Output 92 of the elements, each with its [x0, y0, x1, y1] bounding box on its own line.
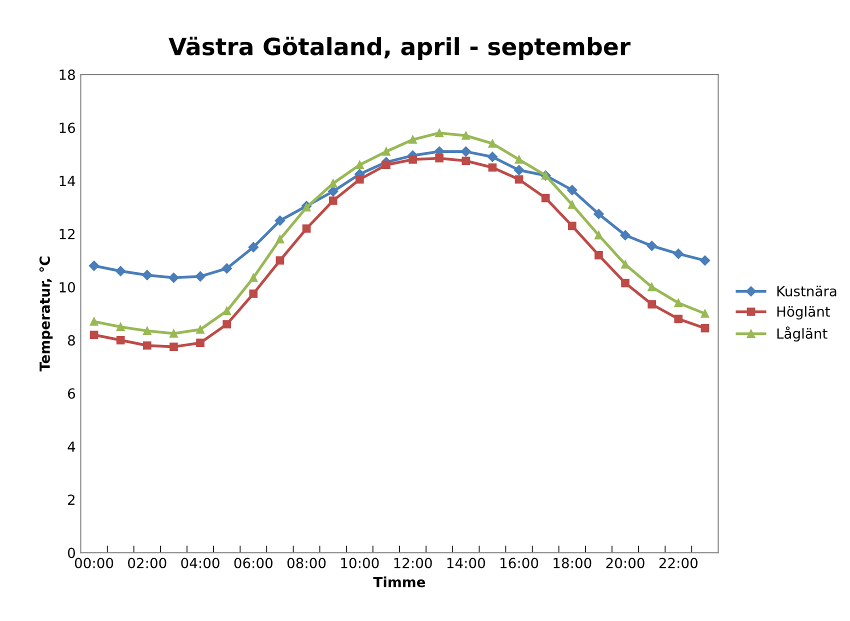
point: [700, 309, 710, 318]
y-tick-label: 0: [68, 548, 75, 558]
point: [276, 235, 284, 244]
point: [382, 160, 390, 170]
x-tick-label: 00:00: [74, 558, 114, 568]
point: [567, 184, 578, 196]
point: [248, 242, 259, 252]
y-axis-title: Temperatur, °C: [39, 256, 53, 372]
point: [648, 300, 656, 308]
point: [488, 139, 497, 148]
point: [568, 222, 576, 230]
point: [674, 298, 683, 308]
y-tick-label: 14: [60, 176, 76, 186]
point: [116, 336, 125, 344]
legend-label: Kustnära: [777, 286, 836, 296]
x-axis-title: Timme: [373, 576, 426, 588]
x-tick-label: 22:00: [659, 558, 698, 568]
point: [700, 255, 710, 266]
point: [594, 231, 603, 240]
y-tick-label: 8: [68, 335, 75, 346]
x-tick-label: 06:00: [234, 558, 272, 568]
point: [462, 131, 470, 140]
point: [488, 163, 497, 172]
point: [249, 290, 258, 298]
point: [196, 338, 204, 347]
point: [195, 271, 206, 282]
y-tick-label: 6: [68, 388, 76, 399]
y-tick-label: 18: [60, 69, 75, 80]
point: [408, 155, 417, 164]
x-tick-label: 04:00: [181, 558, 220, 568]
point: [620, 230, 630, 240]
point: [648, 282, 656, 292]
point: [408, 135, 417, 144]
point: [460, 146, 472, 157]
point: [674, 314, 683, 324]
x-tick-label: 02:00: [128, 558, 166, 568]
point: [222, 306, 232, 316]
x-tick-label: 12:00: [394, 558, 432, 568]
y-tick-label: 4: [68, 442, 76, 452]
x-tick-label: 18:00: [554, 558, 592, 568]
point: [142, 270, 152, 280]
point: [170, 342, 178, 351]
y-tick-label: 2: [68, 494, 74, 505]
point: [382, 147, 390, 156]
y-tick-label: 16: [60, 122, 76, 134]
point: [462, 156, 470, 166]
point: [487, 152, 498, 162]
point: [621, 278, 630, 288]
point: [514, 165, 524, 176]
x-tick-label: 08:00: [287, 558, 326, 568]
point: [276, 256, 284, 265]
chart-title: Västra Götaland, april - september: [168, 36, 630, 60]
point: [435, 154, 444, 162]
point: [196, 325, 204, 334]
point: [541, 194, 550, 202]
x-tick-label: 14:00: [447, 558, 485, 568]
legend-label: Höglänt: [777, 306, 830, 320]
point: [328, 186, 338, 197]
legend-label: Låglänt: [777, 326, 828, 342]
point: [90, 317, 98, 326]
point: [435, 128, 444, 138]
point: [514, 155, 524, 164]
point: [142, 341, 152, 350]
point: [355, 175, 364, 184]
point: [90, 330, 98, 340]
point: [115, 266, 126, 276]
point: [700, 324, 710, 332]
point: [116, 322, 125, 332]
x-tick-label: 16:00: [500, 558, 538, 568]
point: [302, 224, 311, 233]
point: [222, 263, 232, 274]
point: [673, 248, 684, 259]
point: [568, 200, 576, 209]
point: [514, 175, 524, 184]
point: [621, 260, 630, 269]
point: [302, 203, 311, 212]
x-tick-label: 20:00: [606, 558, 644, 568]
point: [88, 260, 100, 271]
point: [646, 240, 657, 251]
point: [355, 160, 364, 170]
point: [222, 320, 232, 328]
y-tick-label: 12: [60, 228, 74, 240]
point: [249, 274, 258, 282]
y-tick-label: 10: [60, 282, 75, 293]
point: [170, 329, 178, 338]
point: [328, 196, 338, 205]
point: [168, 272, 179, 283]
point: [594, 250, 603, 260]
x-tick-label: 10:00: [341, 558, 379, 568]
point: [594, 208, 604, 220]
point: [142, 326, 152, 336]
point: [274, 216, 286, 226]
